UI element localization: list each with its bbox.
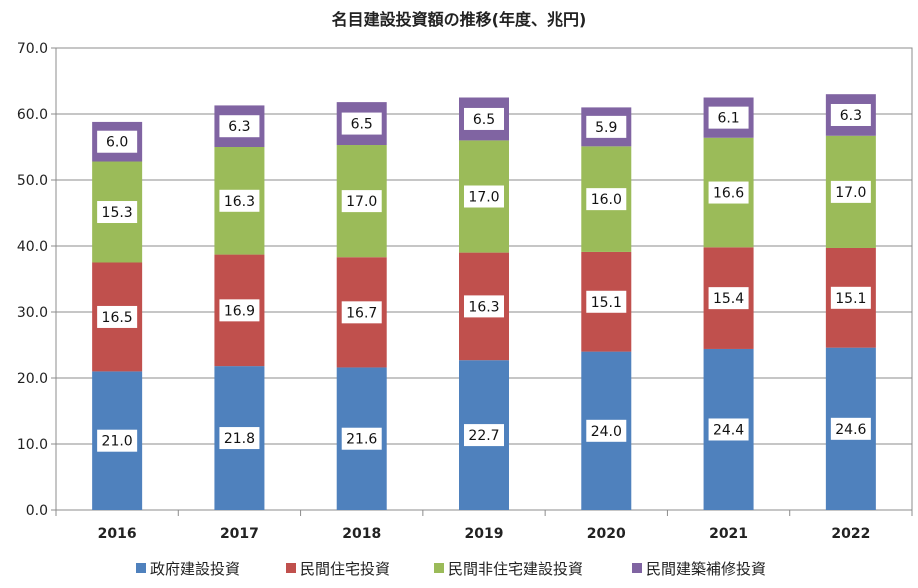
data-label-box — [830, 103, 871, 126]
legend-label: 民間建築補修投資 — [646, 560, 766, 578]
data-label: 6.3 — [840, 108, 862, 124]
data-label: 16.3 — [224, 194, 255, 210]
data-label: 15.3 — [102, 205, 133, 221]
x-tick-label: 2016 — [98, 526, 137, 542]
data-label-box — [586, 419, 627, 442]
data-label: 5.9 — [595, 120, 617, 136]
data-label-box — [341, 190, 382, 213]
x-tick-label: 2020 — [587, 526, 626, 542]
data-label: 22.7 — [468, 428, 499, 444]
data-label-box — [97, 429, 138, 452]
data-label-box — [341, 112, 382, 135]
data-label-box — [586, 290, 627, 313]
y-tick-label: 60.0 — [17, 107, 48, 123]
data-label: 21.8 — [224, 431, 255, 447]
data-label-box — [830, 180, 871, 203]
x-tick-label: 2017 — [220, 526, 259, 542]
data-label-box — [219, 299, 260, 322]
data-label-box — [97, 201, 138, 224]
data-label: 6.0 — [106, 135, 128, 151]
data-label: 15.4 — [713, 291, 744, 307]
data-label: 17.0 — [468, 190, 499, 206]
data-label-box — [708, 181, 749, 204]
data-label: 24.4 — [713, 422, 744, 438]
data-label-box — [830, 417, 871, 440]
data-label: 16.0 — [591, 192, 622, 208]
data-label-box — [464, 107, 504, 130]
legend-label: 民間非住宅建設投資 — [448, 560, 583, 578]
y-tick-label: 30.0 — [17, 305, 48, 321]
legend: 政府建設投資 民間住宅投資 民間非住宅建設投資 民間建築補修投資 — [136, 560, 766, 578]
chart-title: 名目建設投資額の推移(年度、兆円) — [332, 10, 587, 29]
y-tick-label: 40.0 — [17, 239, 48, 255]
data-label: 21.6 — [346, 432, 377, 448]
data-label: 6.1 — [717, 111, 739, 127]
legend-swatch — [286, 563, 296, 573]
data-label-box — [708, 106, 749, 129]
data-label-box — [464, 295, 504, 318]
data-label: 21.0 — [102, 434, 133, 450]
data-label-box — [464, 185, 504, 208]
data-label-box — [464, 424, 504, 447]
data-label: 16.3 — [468, 299, 499, 315]
y-axis: 0.0 10.0 20.0 30.0 40.0 50.0 60.0 70.0 — [17, 41, 56, 519]
data-label: 24.0 — [591, 424, 622, 440]
y-tick-label: 0.0 — [26, 503, 48, 519]
data-label: 17.0 — [835, 185, 866, 201]
y-tick-label: 10.0 — [17, 437, 48, 453]
x-tick-label: 2019 — [465, 526, 504, 542]
data-label: 15.1 — [591, 295, 622, 311]
x-axis: 2016 2017 2018 2019 2020 2021 2022 — [55, 510, 913, 542]
data-label: 6.5 — [473, 112, 495, 128]
data-label: 6.5 — [351, 117, 373, 133]
data-label-box — [219, 427, 260, 450]
data-label: 16.5 — [102, 310, 133, 326]
data-label-box — [586, 188, 627, 211]
y-tick-label: 70.0 — [17, 41, 48, 57]
legend-label: 民間住宅投資 — [300, 560, 390, 578]
data-label-box — [830, 286, 871, 309]
legend-swatch — [434, 563, 444, 573]
data-label-box — [341, 427, 382, 450]
data-label: 16.7 — [346, 305, 377, 321]
data-label-box — [97, 130, 138, 153]
data-label: 24.6 — [835, 422, 866, 438]
y-tick-label: 20.0 — [17, 371, 48, 387]
x-tick-label: 2018 — [342, 526, 381, 542]
data-label-box — [341, 301, 382, 324]
data-label-box — [219, 115, 260, 138]
data-label-box — [97, 305, 138, 328]
data-label: 16.6 — [713, 186, 744, 202]
data-label-box — [219, 189, 260, 212]
data-label: 15.1 — [835, 291, 866, 307]
data-label: 6.3 — [228, 119, 250, 135]
y-tick-label: 50.0 — [17, 173, 48, 189]
data-label: 17.0 — [346, 194, 377, 210]
x-tick-label: 2021 — [709, 526, 748, 542]
legend-swatch — [632, 563, 642, 573]
data-labels: 21.0 16.5 15.3 6.0 21.8 16.9 16.3 6.3 21.6 16.7 17… — [97, 103, 871, 452]
data-label-box — [708, 418, 749, 441]
data-label-box — [708, 287, 749, 310]
data-label-box — [586, 115, 627, 138]
legend-label: 政府建設投資 — [150, 560, 240, 578]
x-tick-label: 2022 — [831, 526, 870, 542]
legend-swatch — [136, 563, 146, 573]
data-label: 16.9 — [224, 303, 255, 319]
